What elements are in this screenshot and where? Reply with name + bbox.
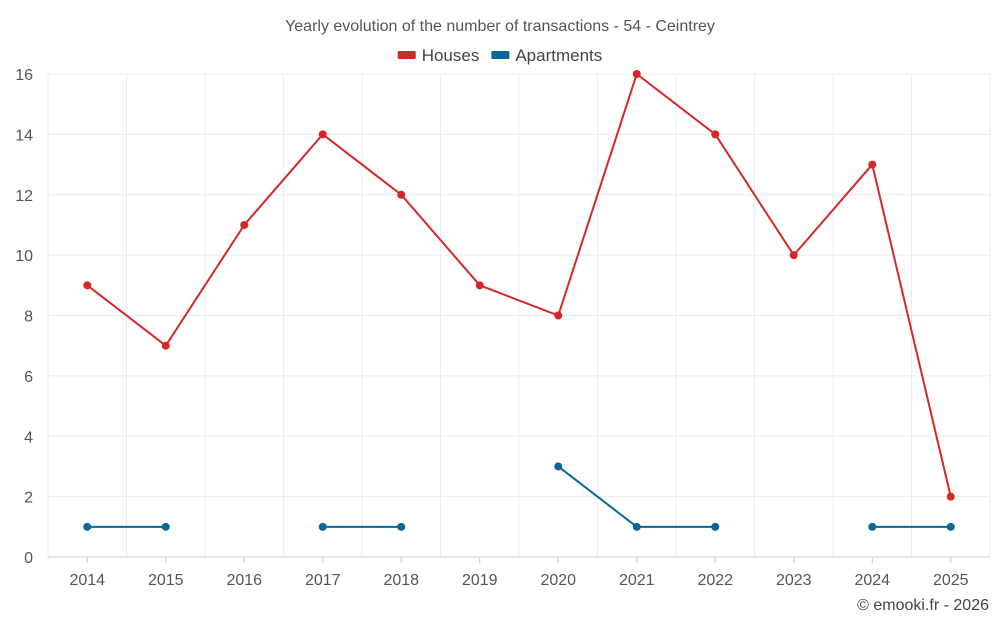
y-tick-label: 14 <box>15 127 33 144</box>
houses-point[interactable] <box>946 492 955 501</box>
houses-point[interactable] <box>397 190 406 199</box>
x-tick-label: 2017 <box>305 572 341 589</box>
x-tick-label: 2020 <box>540 572 576 589</box>
x-tick-label: 2018 <box>383 572 419 589</box>
houses-point[interactable] <box>554 311 563 320</box>
houses-point[interactable] <box>161 341 170 350</box>
legend: Houses Apartments <box>397 46 602 65</box>
y-tick-label: 8 <box>24 309 33 326</box>
apartments-point[interactable] <box>397 522 406 531</box>
houses-point[interactable] <box>318 130 327 139</box>
x-tick-label: 2014 <box>69 572 105 589</box>
apartments-point[interactable] <box>318 522 327 531</box>
x-tick-label: 2023 <box>776 572 812 589</box>
houses-point[interactable] <box>632 70 641 78</box>
y-tick-label: 2 <box>24 490 33 507</box>
houses-point[interactable] <box>240 220 249 229</box>
legend-item-apartments[interactable]: Apartments <box>491 46 602 65</box>
houses-point[interactable] <box>475 281 484 290</box>
houses-point[interactable] <box>789 251 798 260</box>
y-tick-label: 0 <box>24 550 33 567</box>
legend-label: Apartments <box>515 46 602 65</box>
apartments-point[interactable] <box>632 522 641 531</box>
y-tick-label: 12 <box>15 188 33 205</box>
houses-point[interactable] <box>868 160 877 169</box>
y-tick-label: 4 <box>24 429 33 446</box>
apartments-point[interactable] <box>946 522 955 531</box>
y-tick-label: 16 <box>15 67 33 84</box>
x-tick-label: 2024 <box>854 572 890 589</box>
chart-title: Yearly evolution of the number of transa… <box>285 18 715 35</box>
x-tick-label: 2015 <box>148 572 184 589</box>
apartments-point[interactable] <box>161 522 170 531</box>
credit-text: © emooki.fr - 2026 <box>857 597 989 614</box>
legend-swatch <box>397 51 416 59</box>
y-tick-label: 6 <box>24 369 33 386</box>
legend-item-houses[interactable]: Houses <box>397 46 480 65</box>
legend-swatch <box>491 51 510 59</box>
apartments-point[interactable] <box>711 522 720 531</box>
series-layer <box>83 70 955 531</box>
x-tick-label: 2021 <box>619 572 655 589</box>
y-tick-label: 10 <box>15 248 33 265</box>
x-tick-label: 2016 <box>226 572 262 589</box>
houses-point[interactable] <box>83 281 92 290</box>
houses-line <box>86 72 952 497</box>
apartments-point[interactable] <box>83 522 92 531</box>
x-tick-label: 2025 <box>933 572 969 589</box>
houses-point[interactable] <box>711 130 720 139</box>
grid <box>47 73 991 558</box>
x-tick-label: 2022 <box>697 572 733 589</box>
axes: 0 2 4 6 8 10 12 14 16 2014 2015 2016 2017 2018 2019 202… <box>15 67 990 589</box>
apartments-point[interactable] <box>554 462 563 471</box>
x-tick-label: 2019 <box>462 572 498 589</box>
legend-label: Houses <box>422 46 480 65</box>
apartments-point[interactable] <box>868 522 877 531</box>
